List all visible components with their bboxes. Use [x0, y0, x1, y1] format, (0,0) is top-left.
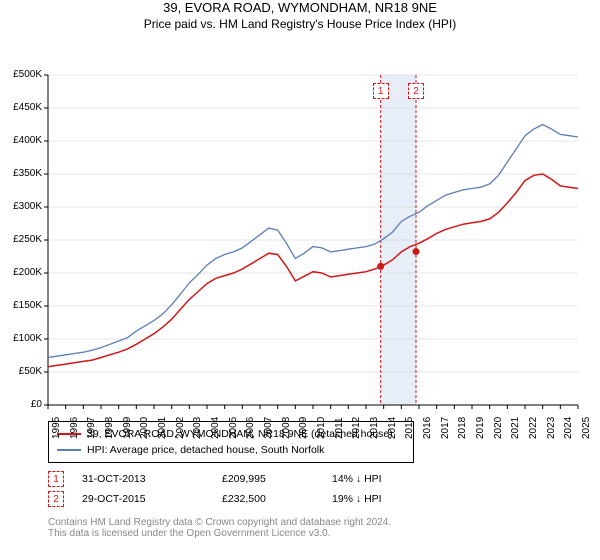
- line-chart: [0, 31, 598, 415]
- y-tick-label: £150K: [0, 300, 42, 311]
- transaction-date: 31-OCT-2013: [82, 473, 222, 485]
- x-tick-label: 2006: [245, 417, 256, 439]
- x-tick-label: 2022: [528, 417, 539, 439]
- x-tick-label: 2007: [263, 417, 274, 439]
- x-tick-label: 2024: [563, 417, 574, 439]
- transaction-row: 1 31-OCT-2013£209,99514% ↓ HPI: [48, 469, 600, 489]
- transaction-marker-1: 1: [373, 83, 389, 99]
- chart-subtitle: Price paid vs. HM Land Registry's House …: [0, 17, 600, 31]
- transaction-date: 29-OCT-2015: [82, 493, 222, 505]
- y-tick-label: £350K: [0, 168, 42, 179]
- x-tick-label: 2016: [422, 417, 433, 439]
- x-tick-label: 2008: [281, 417, 292, 439]
- x-tick-label: 1995: [51, 417, 62, 439]
- x-tick-label: 1997: [86, 417, 97, 439]
- transaction-id-swatch: 2: [48, 491, 64, 507]
- x-tick-label: 2021: [510, 417, 521, 439]
- transaction-price: £232,500: [222, 493, 332, 505]
- y-tick-label: £400K: [0, 135, 42, 146]
- chart-area: £0 £50K £100K £150K £200K £250K £300K £350K £400…: [0, 31, 600, 415]
- x-tick-label: 2004: [210, 417, 221, 439]
- x-tick-label: 2000: [139, 417, 150, 439]
- attribution-footer: Contains HM Land Registry data © Crown c…: [48, 517, 600, 539]
- x-tick-label: 2012: [351, 417, 362, 439]
- x-tick-label: 2001: [157, 417, 168, 439]
- footer-line-1: Contains HM Land Registry data © Crown c…: [48, 517, 600, 528]
- x-tick-label: 2002: [175, 417, 186, 439]
- y-tick-label: £300K: [0, 201, 42, 212]
- x-tick-label: 2009: [298, 417, 309, 439]
- legend-swatch: [57, 449, 81, 451]
- x-tick-label: 2025: [581, 417, 592, 439]
- y-tick-label: £450K: [0, 102, 42, 113]
- x-tick-label: 2015: [404, 417, 415, 439]
- x-tick-label: 2017: [440, 417, 451, 439]
- transactions-table: 1 31-OCT-2013£209,99514% ↓ HPI 2 29-OCT-201…: [48, 469, 600, 509]
- transaction-row: 2 29-OCT-2015£232,50019% ↓ HPI: [48, 489, 600, 509]
- x-tick-label: 2020: [493, 417, 504, 439]
- footer-line-2: This data is licensed under the Open Gov…: [48, 528, 600, 539]
- x-tick-label: 1999: [122, 417, 133, 439]
- legend-item: HPI: Average price, detached house, Sout…: [57, 442, 405, 458]
- x-tick-label: 2013: [369, 417, 380, 439]
- x-tick-label: 2019: [475, 417, 486, 439]
- x-tick-label: 1996: [69, 417, 80, 439]
- transaction-price: £209,995: [222, 473, 332, 485]
- x-tick-label: 2014: [387, 417, 398, 439]
- transaction-marker-2: 2: [408, 83, 424, 99]
- transaction-delta: 19% ↓ HPI: [332, 493, 382, 505]
- transaction-delta: 14% ↓ HPI: [332, 473, 382, 485]
- x-tick-label: 2003: [192, 417, 203, 439]
- x-tick-label: 2023: [546, 417, 557, 439]
- y-tick-label: £200K: [0, 267, 42, 278]
- y-tick-label: £500K: [0, 69, 42, 80]
- legend-label: HPI: Average price, detached house, Sout…: [87, 444, 324, 456]
- x-tick-label: 2005: [228, 417, 239, 439]
- y-tick-label: £250K: [0, 234, 42, 245]
- y-tick-label: £0: [0, 399, 42, 410]
- x-tick-label: 2018: [457, 417, 468, 439]
- y-tick-label: £50K: [0, 366, 42, 377]
- x-tick-label: 1998: [104, 417, 115, 439]
- transaction-id-swatch: 1: [48, 471, 64, 487]
- chart-title: 39, EVORA ROAD, WYMONDHAM, NR18 9NE: [0, 0, 600, 15]
- y-tick-label: £100K: [0, 333, 42, 344]
- x-tick-label: 2011: [334, 417, 345, 439]
- x-tick-label: 2010: [316, 417, 327, 439]
